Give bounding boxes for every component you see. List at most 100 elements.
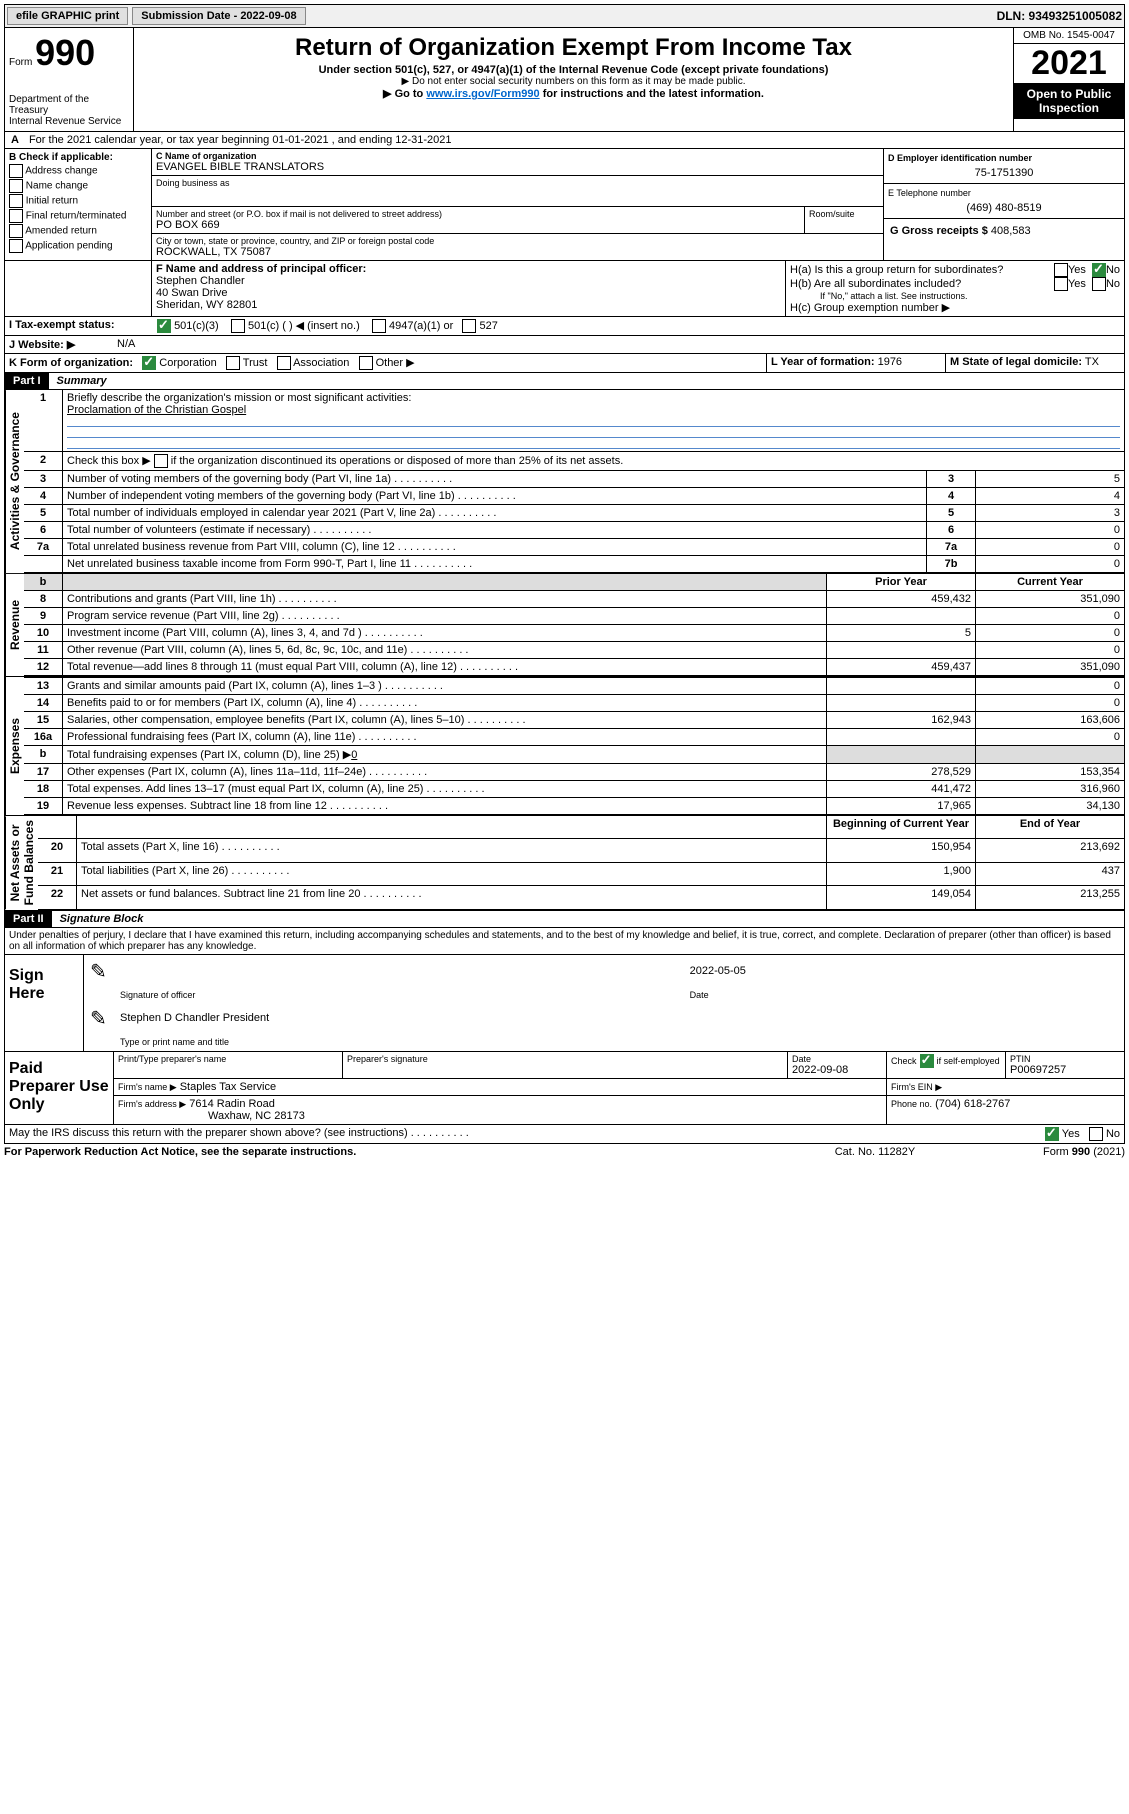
phone-label: E Telephone number <box>888 188 1120 198</box>
table-row: 5 Total number of individuals employed i… <box>24 505 1124 522</box>
firm-phone-label: Phone no. <box>891 1099 932 1109</box>
top-bar: efile GRAPHIC print Submission Date - 20… <box>4 4 1125 28</box>
prep-sig-label: Preparer's signature <box>347 1054 783 1064</box>
opt-assoc: Association <box>293 357 349 369</box>
room-label: Room/suite <box>809 209 879 219</box>
line2-pre: Check this box ▶ <box>67 455 154 467</box>
no-label: No <box>1106 264 1120 276</box>
section-i: I Tax-exempt status: 501(c)(3) 501(c) ( … <box>4 317 1125 336</box>
vert-revenue: Revenue <box>5 574 24 676</box>
gross-receipts-value: 408,583 <box>991 225 1031 237</box>
checkbox-hb-yes[interactable] <box>1054 277 1068 291</box>
begin-year-header: Beginning of Current Year <box>827 816 976 839</box>
table-row: 22 Net assets or fund balances. Subtract… <box>38 886 1124 909</box>
checkbox-trust[interactable] <box>226 356 240 370</box>
paid-preparer-block: Paid Preparer Use Only Print/Type prepar… <box>4 1052 1125 1125</box>
expenses-section: Expenses 13 Grants and similar amounts p… <box>4 677 1125 816</box>
yes-label: Yes <box>1062 1128 1080 1140</box>
form-number: 990 <box>35 32 95 73</box>
footer-left: For Paperwork Reduction Act Notice, see … <box>4 1146 775 1158</box>
table-row: 7a Total unrelated business revenue from… <box>24 539 1124 556</box>
checkbox-ha-yes[interactable] <box>1054 263 1068 277</box>
footer-right-pre: Form <box>1043 1146 1072 1158</box>
cb-label: Name change <box>26 181 88 192</box>
section-b-label: B Check if applicable: <box>9 152 147 163</box>
opt-4947: 4947(a)(1) or <box>389 320 453 332</box>
fh-block: F Name and address of principal officer:… <box>4 261 1125 317</box>
city-state-zip: ROCKWALL, TX 75087 <box>156 246 879 258</box>
checkbox-may-irs-yes[interactable] <box>1045 1127 1059 1141</box>
checkbox-ha-no[interactable] <box>1092 263 1106 277</box>
table-row: 4 Number of independent voting members o… <box>24 488 1124 505</box>
checkbox-final-return[interactable] <box>9 209 23 223</box>
checkbox-amended-return[interactable] <box>9 224 23 238</box>
checkbox-corporation[interactable] <box>142 356 156 370</box>
prep-date-value: 2022-09-08 <box>792 1064 882 1076</box>
firm-addr1: 7614 Radin Road <box>189 1098 275 1110</box>
ptin-label: PTIN <box>1010 1054 1120 1064</box>
opt-501c3: 501(c)(3) <box>174 320 219 332</box>
line-a: A For the 2021 calendar year, or tax yea… <box>4 132 1125 149</box>
line-a-text: For the 2021 calendar year, or tax year … <box>25 132 456 148</box>
ptin-value: P00697257 <box>1010 1064 1120 1076</box>
sig-date-label: Date <box>686 988 1122 1002</box>
may-irs-text: May the IRS discuss this return with the… <box>9 1127 469 1139</box>
street-address: PO BOX 669 <box>156 219 800 231</box>
org-name: EVANGEL BIBLE TRANSLATORS <box>156 161 879 173</box>
checkbox-discontinued[interactable] <box>154 454 168 468</box>
checkbox-527[interactable] <box>462 319 476 333</box>
table-row: 20 Total assets (Part X, line 16) 150,95… <box>38 839 1124 862</box>
k-label: K Form of organization: <box>9 357 133 369</box>
table-row: 11 Other revenue (Part VIII, column (A),… <box>24 642 1124 659</box>
sig-officer-label: Signature of officer <box>116 988 684 1002</box>
table-row: 21 Total liabilities (Part X, line 26) 1… <box>38 862 1124 885</box>
checkbox-hb-no[interactable] <box>1092 277 1106 291</box>
opt-other: Other ▶ <box>376 357 415 369</box>
footer-center: Cat. No. 11282Y <box>775 1146 975 1158</box>
header-center: Return of Organization Exempt From Incom… <box>134 28 1013 131</box>
part2-title: Signature Block <box>52 911 152 927</box>
checkbox-association[interactable] <box>277 356 291 370</box>
prior-year-header: Prior Year <box>827 574 976 591</box>
checkbox-name-change[interactable] <box>9 179 23 193</box>
checkbox-4947[interactable] <box>372 319 386 333</box>
header-left: Form 990 Department of the Treasury Inte… <box>5 28 134 131</box>
checkbox-other[interactable] <box>359 356 373 370</box>
officer-addr2: Sheridan, WY 82801 <box>156 299 781 311</box>
checkbox-initial-return[interactable] <box>9 194 23 208</box>
note-2-post: for instructions and the latest informat… <box>543 88 764 100</box>
year-formation: 1976 <box>878 356 902 368</box>
checkbox-address-change[interactable] <box>9 164 23 178</box>
irs-link[interactable]: www.irs.gov/Form990 <box>426 88 539 100</box>
prep-name-label: Print/Type preparer's name <box>118 1054 338 1064</box>
section-j: J Website: ▶ N/A <box>4 336 1125 354</box>
officer-addr1: 40 Swan Drive <box>156 287 781 299</box>
opt-trust: Trust <box>243 357 268 369</box>
checkbox-application-pending[interactable] <box>9 239 23 253</box>
section-b: B Check if applicable: Address change Na… <box>5 149 152 260</box>
yes-label: Yes <box>1068 264 1086 276</box>
hc-label: H(c) Group exemption number ▶ <box>790 301 1120 314</box>
firm-name: Staples Tax Service <box>180 1081 276 1093</box>
part1-header-row: Part I Summary <box>4 373 1125 390</box>
form-title: Return of Organization Exempt From Incom… <box>138 34 1009 62</box>
firm-phone: (704) 618-2767 <box>935 1098 1010 1110</box>
submission-button[interactable]: Submission Date - 2022-09-08 <box>132 7 305 25</box>
no-label: No <box>1106 278 1120 290</box>
checkbox-501c[interactable] <box>231 319 245 333</box>
ein-value: 75-1751390 <box>888 167 1120 179</box>
mission-text: Proclamation of the Christian Gospel <box>67 404 246 416</box>
cb-label: Address change <box>25 166 97 177</box>
checkbox-501c3[interactable] <box>157 319 171 333</box>
city-label: City or town, state or province, country… <box>156 236 879 246</box>
sig-date-value: 2022-05-05 <box>686 957 1122 986</box>
efile-button[interactable]: efile GRAPHIC print <box>7 7 128 25</box>
page-footer: For Paperwork Reduction Act Notice, see … <box>4 1144 1125 1160</box>
checkbox-may-irs-no[interactable] <box>1089 1127 1103 1141</box>
checkbox-self-employed[interactable] <box>920 1054 934 1068</box>
section-deg: D Employer identification number 75-1751… <box>883 149 1124 260</box>
note-1: ▶ Do not enter social security numbers o… <box>138 76 1009 87</box>
gross-receipts-label: G Gross receipts $ <box>890 225 988 237</box>
omb-number: OMB No. 1545-0047 <box>1014 28 1124 44</box>
firm-name-label: Firm's name ▶ <box>118 1082 177 1092</box>
